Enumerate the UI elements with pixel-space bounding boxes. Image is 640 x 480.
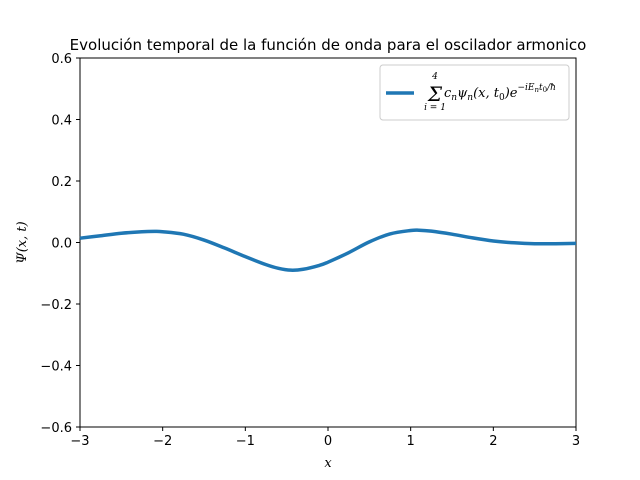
y-axis-label: Ψ(x, t): [15, 221, 30, 263]
x-tick-label: −2: [153, 434, 172, 449]
svg-text:i = 1: i = 1: [424, 103, 446, 113]
y-tick-label: −0.4: [40, 360, 72, 375]
y-tick-label: 0.2: [51, 175, 72, 190]
chart-title: Evolución temporal de la función de onda…: [70, 36, 587, 54]
x-tick-label: 1: [407, 434, 415, 449]
x-tick-label: 2: [489, 434, 497, 449]
x-axis: −3 −2 −1 0 1 2 3: [70, 427, 580, 449]
series-group: [79, 228, 577, 272]
y-tick-label: −0.6: [40, 421, 72, 436]
y-axis: −0.6 −0.4 −0.2 0.0 0.2 0.4 0.6: [40, 52, 80, 436]
x-tick-label: 0: [324, 434, 332, 449]
x-tick-label: −1: [236, 434, 255, 449]
x-axis-label: x: [324, 456, 332, 471]
y-tick-label: 0.4: [51, 114, 72, 129]
series-line: [79, 228, 577, 272]
svg-text:cnψn(x, t0)e−iEnt0/ħ: cnψn(x, t0)e−iEnt0/ħ: [444, 83, 556, 103]
y-tick-label: −0.2: [40, 298, 72, 313]
x-tick-label: 3: [572, 434, 580, 449]
y-tick-label: 0.0: [51, 237, 72, 252]
svg-text:4: 4: [431, 72, 438, 82]
legend-frame: [379, 64, 570, 121]
svg-text:Σ: Σ: [427, 82, 443, 106]
y-tick-label: 0.6: [51, 52, 72, 67]
x-tick-label: −3: [70, 434, 89, 449]
